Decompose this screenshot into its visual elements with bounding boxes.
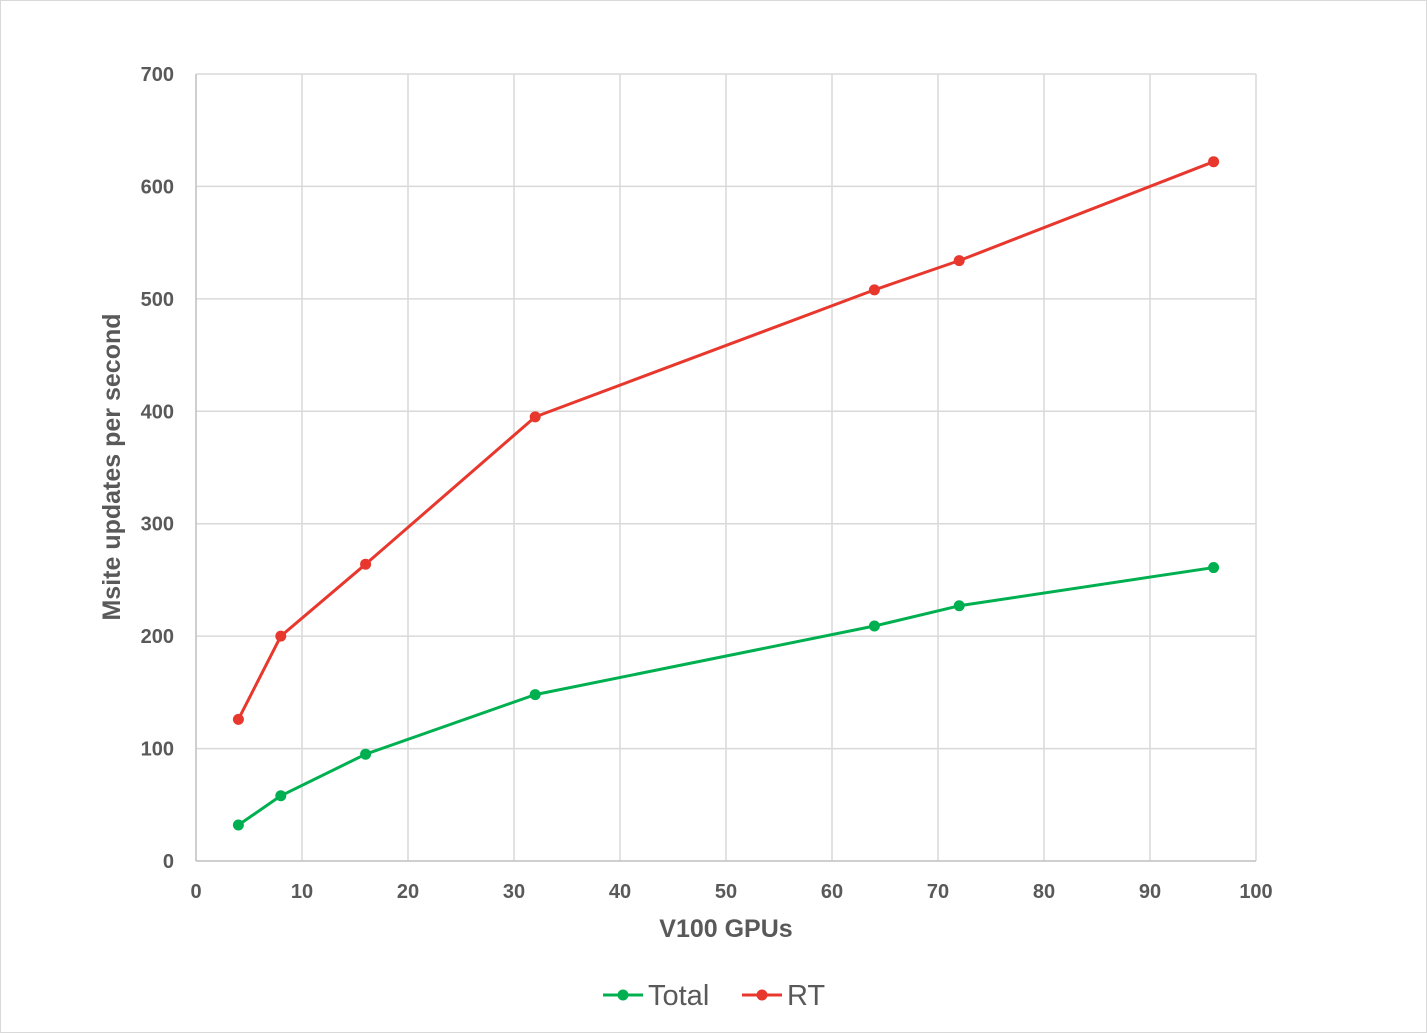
data-point-rt	[868, 284, 880, 296]
data-point-rt	[275, 630, 287, 642]
data-point-rt	[232, 713, 244, 725]
y-tick-label: 700	[141, 64, 174, 86]
data-point-rt	[529, 411, 541, 423]
data-point-rt	[360, 558, 372, 570]
y-tick-label: 200	[141, 626, 174, 648]
axes	[195, 74, 1256, 862]
x-tick-label: 30	[503, 881, 525, 903]
legend-item-rt: RT	[742, 980, 825, 1012]
x-tick-label: 90	[1139, 881, 1161, 903]
y-tick-label: 400	[141, 401, 174, 423]
x-tick-label: 10	[291, 881, 313, 903]
data-point-rt	[1208, 156, 1220, 168]
x-tick-label: 0	[190, 881, 201, 903]
data-point-total	[1208, 562, 1220, 574]
x-tick-label: 100	[1239, 881, 1272, 903]
legend: Total RT	[603, 980, 825, 1012]
x-tick-label: 40	[609, 881, 631, 903]
x-tick-label: 50	[715, 881, 737, 903]
gridlines	[196, 73, 1257, 861]
x-tick-label: 70	[927, 881, 949, 903]
data-point-total	[529, 689, 541, 701]
data-point-total	[868, 620, 880, 632]
y-tick-label: 500	[141, 289, 174, 311]
y-tick-label: 600	[141, 176, 174, 198]
legend-label-total: Total	[648, 980, 709, 1012]
legend-item-total: Total	[603, 980, 709, 1012]
x-tick-label: 60	[821, 881, 843, 903]
y-tick-label: 0	[163, 851, 174, 873]
legend-marker-total	[617, 989, 629, 1001]
legend-label-rt: RT	[787, 980, 825, 1012]
tick-labels: 0 10 20 30 40 50 60 70 80 90 100 0 100 200 300 400 500 60…	[141, 64, 1273, 903]
data-point-rt	[953, 255, 965, 267]
series-lines	[232, 156, 1220, 831]
data-point-total	[360, 748, 372, 760]
data-point-total	[275, 790, 287, 802]
x-tick-label: 80	[1033, 881, 1055, 903]
data-point-total	[953, 600, 965, 612]
x-tick-label: 20	[397, 881, 419, 903]
data-point-total	[232, 819, 244, 831]
y-tick-label: 100	[141, 739, 174, 761]
y-tick-label: 300	[141, 514, 174, 536]
legend-marker-rt	[756, 989, 768, 1001]
y-axis-title: Msite updates per second	[98, 313, 126, 620]
x-axis-title: V100 GPUs	[659, 915, 792, 943]
